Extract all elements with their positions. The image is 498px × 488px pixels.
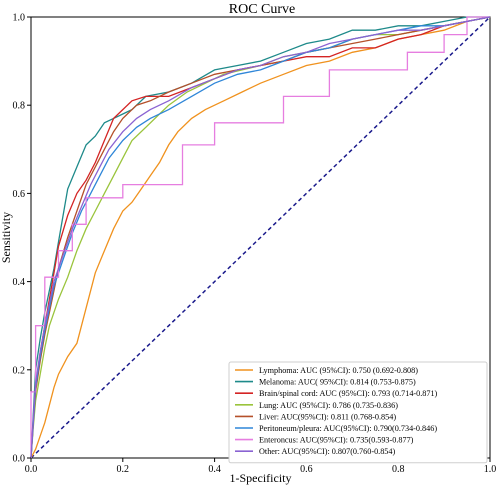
legend-box — [228, 361, 488, 464]
y-tick-label: 0.8 — [13, 101, 26, 112]
x-axis-label: 1-Specificity — [230, 471, 292, 485]
chance-diagonal-line — [30, 16, 491, 459]
y-axis-ticks: 0.0 0.2 0.4 0.6 0.8 1.0 — [13, 13, 31, 465]
x-tick-label: 0.6 — [300, 464, 313, 475]
legend-label-4: Lung: AUC (95%CI): 0.786 (0.735-0.836) — [259, 401, 398, 410]
y-axis-label: Sensitivity — [0, 212, 13, 263]
legend-label-1: Lymphoma: AUC (95%CI): 0.750 (0.692-0.80… — [259, 366, 418, 375]
roc-series-line-7 — [30, 16, 490, 458]
x-tick-label: 0.8 — [392, 464, 405, 475]
legend-label-7: Enteroncus: AUC(95%CI): 0.735(0.593-0.87… — [259, 436, 414, 445]
roc-series-group — [30, 16, 491, 459]
chart-title: ROC Curve — [229, 2, 296, 17]
y-tick-label: 0.2 — [13, 365, 26, 376]
legend: Lymphoma: AUC (95%CI): 0.750 (0.692-0.80… — [228, 361, 488, 464]
x-tick-label: 1.0 — [484, 464, 497, 475]
x-tick-label: 0.4 — [208, 464, 221, 475]
y-tick-label: 0.6 — [13, 189, 26, 200]
x-tick-label: 0.0 — [25, 464, 38, 475]
y-tick-label: 1.0 — [13, 13, 26, 24]
legend-label-2: Melanoma: AUC( 95%CI): 0.814 (0.753-0.87… — [259, 378, 416, 387]
legend-label-3: Brain/spinal cord: AUC (95%CI): 0.793 (0… — [259, 389, 438, 398]
roc-series-line-8 — [30, 16, 491, 459]
reference-line-group — [30, 16, 491, 459]
y-tick-label: 0.0 — [13, 454, 26, 465]
y-tick-label: 0.4 — [13, 277, 26, 288]
roc-series-line-1 — [30, 16, 491, 459]
legend-label-6: Peritoneum/pleura: AUC(95%CI): 0.790(0.7… — [259, 424, 437, 433]
legend-label-5: Liver: AUC(95%CI): 0.811 (0.768-0.854) — [259, 412, 396, 421]
roc-series-line-3 — [30, 16, 491, 459]
x-tick-label: 0.2 — [117, 464, 130, 475]
roc-series-line-5 — [30, 16, 491, 459]
legend-label-8: Other: AUC(95%CI): 0.807(0.760-0.854) — [259, 447, 395, 456]
